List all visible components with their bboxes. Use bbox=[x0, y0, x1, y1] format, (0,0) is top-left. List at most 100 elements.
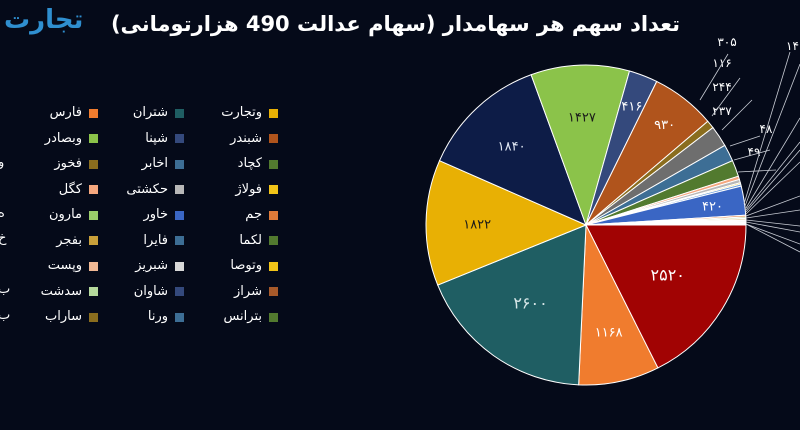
legend-item: فولاژ bbox=[235, 180, 278, 200]
legend-label: شراز bbox=[234, 283, 262, 299]
leader-line bbox=[745, 223, 800, 253]
slice-value-label: ۱۴۲۷ bbox=[568, 110, 596, 125]
legend-label: فخوز bbox=[54, 156, 82, 171]
leader-line bbox=[744, 63, 800, 207]
legend-swatch bbox=[175, 108, 184, 118]
legend-swatch bbox=[89, 108, 98, 118]
legend-item: وتجارت bbox=[221, 103, 278, 123]
legend-swatch bbox=[269, 261, 278, 271]
pie-slice bbox=[437, 224, 587, 386]
legend-label: حکشتی bbox=[126, 181, 168, 197]
leader-line bbox=[729, 135, 761, 147]
legend-swatch bbox=[175, 185, 184, 194]
slice-value-label: ۹۳۰ bbox=[654, 118, 675, 133]
legend-swatch bbox=[175, 287, 184, 296]
legend-label: کگل bbox=[58, 181, 82, 197]
leader-line bbox=[743, 51, 791, 205]
legend-item: شبریز bbox=[135, 256, 184, 276]
legend-label: وبصادر bbox=[44, 130, 82, 146]
leader-line bbox=[721, 99, 753, 131]
legend-label: شاوان bbox=[133, 283, 168, 299]
pie-slice bbox=[585, 224, 747, 369]
legend-label: بفجر bbox=[56, 232, 82, 248]
legend-swatch bbox=[269, 236, 278, 245]
legend-swatch bbox=[89, 312, 98, 322]
tejarat-logo: تجارت bbox=[4, 5, 84, 35]
legend-item: اخابر bbox=[142, 154, 184, 174]
legend-label: شبریز bbox=[135, 258, 168, 273]
leader-line bbox=[745, 221, 800, 233]
legend-swatch bbox=[269, 287, 278, 296]
legend-label: شپنا bbox=[145, 130, 168, 146]
legend-label: فایرا bbox=[143, 232, 168, 248]
leader-line bbox=[745, 149, 800, 213]
legend-item: کچاد bbox=[238, 154, 278, 174]
slice-value-label: ۱۱۶ bbox=[712, 56, 731, 70]
pie-slice bbox=[530, 64, 631, 227]
legend-item: بفجر bbox=[56, 231, 98, 251]
pie-slice bbox=[585, 223, 747, 226]
legend-swatch bbox=[175, 312, 184, 322]
legend-item: سدشت bbox=[41, 282, 98, 302]
legend-item: وپست bbox=[48, 256, 98, 276]
leader-line bbox=[745, 161, 800, 215]
legend-item: خاور bbox=[143, 205, 184, 225]
slice-value-label: ۳۰۵ bbox=[717, 35, 736, 49]
legend-item: لکما bbox=[239, 231, 278, 251]
legend-swatch bbox=[269, 108, 278, 118]
legend-label: اخابر bbox=[141, 156, 168, 171]
slice-value-label: ۱۱۶۸ bbox=[595, 325, 623, 340]
legend-item: شبندر bbox=[230, 129, 278, 149]
legend-label: شتران bbox=[132, 105, 168, 120]
legend-label: مارون bbox=[48, 207, 82, 222]
leader-line bbox=[733, 149, 771, 161]
legend-label: بترانس bbox=[223, 309, 262, 324]
legend-label: فارس bbox=[49, 105, 82, 120]
leader-line bbox=[745, 141, 800, 211]
legend-swatch bbox=[175, 261, 184, 271]
leader-line bbox=[711, 77, 741, 117]
legend-item: فارس bbox=[50, 103, 98, 123]
legend-item: بترانس bbox=[223, 307, 278, 327]
legend-item: فخوز bbox=[54, 154, 98, 174]
slice-value-label: ۲۳۷ bbox=[712, 104, 732, 118]
slice-value-label: ۴۱۶ bbox=[621, 100, 642, 115]
legend-item: شتران bbox=[133, 103, 184, 123]
pie-slice bbox=[425, 160, 588, 286]
legend-label: لکما bbox=[239, 232, 262, 248]
leader-line bbox=[699, 53, 729, 101]
slice-value-label: ۱۸۴۰ bbox=[498, 140, 526, 155]
legend-item: شاوان bbox=[134, 282, 184, 302]
legend-item: شراز bbox=[234, 282, 278, 302]
legend-label: سدشت bbox=[40, 283, 82, 299]
legend-item: کگل bbox=[59, 180, 98, 200]
legend-swatch bbox=[89, 134, 98, 143]
chart-legend: وتجارت شتران فارس شبندر شپنا وبصادر کچاد اخابر ف… bbox=[0, 103, 278, 327]
legend-label: ساراب bbox=[45, 309, 82, 324]
legend-item: حکشتی bbox=[126, 180, 184, 200]
legend-swatch bbox=[175, 210, 184, 220]
legend-cut-label: و bbox=[0, 154, 5, 170]
legend-swatch bbox=[175, 159, 184, 169]
slice-value-label: ۴۲۰ bbox=[702, 199, 723, 214]
legend-cut-label: ه bbox=[0, 205, 5, 221]
legend-label: جم bbox=[245, 207, 262, 222]
legend-swatch bbox=[269, 134, 278, 143]
legend-item: مارون bbox=[49, 205, 98, 225]
legend-swatch bbox=[89, 261, 98, 271]
leader-line bbox=[745, 209, 800, 219]
legend-swatch bbox=[89, 159, 98, 169]
slice-value-label: ۴۸ bbox=[760, 122, 773, 136]
leader-line bbox=[745, 219, 800, 227]
leader-line bbox=[737, 169, 777, 173]
legend-swatch bbox=[269, 185, 278, 194]
legend-label: ورنا bbox=[147, 309, 168, 324]
legend-item: ساراب bbox=[45, 307, 98, 327]
legend-label: وپست bbox=[47, 258, 82, 273]
slice-value-label: ۱۴ bbox=[786, 39, 799, 53]
slice-value-label: ۲۵۲۰ bbox=[651, 265, 685, 284]
leader-line bbox=[745, 117, 800, 209]
legend-label: شبندر bbox=[230, 130, 262, 146]
legend-cut-label: خ bbox=[0, 231, 7, 246]
legend-swatch bbox=[89, 236, 98, 245]
